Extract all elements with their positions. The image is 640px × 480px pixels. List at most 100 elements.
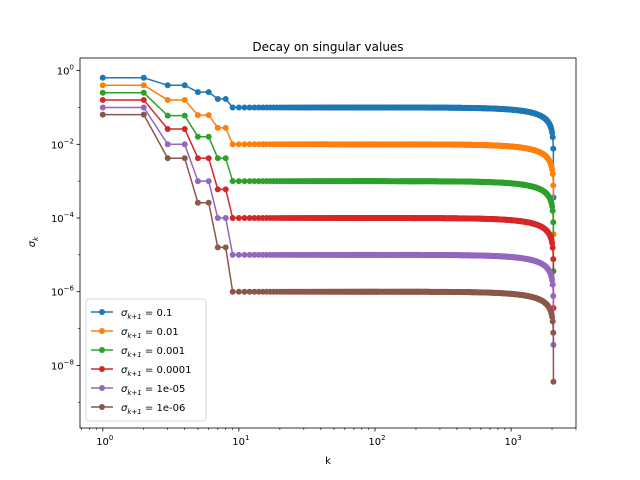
legend-item: σk+1 = 0.001	[91, 346, 185, 359]
legend-item: σk+1 = 0.1	[91, 308, 172, 321]
y-tick-label: 100	[57, 64, 74, 78]
data-point	[235, 251, 242, 258]
data-point	[140, 82, 147, 89]
data-point	[251, 288, 258, 295]
legend-swatch-marker	[99, 347, 105, 353]
data-point	[99, 89, 106, 96]
data-point	[550, 292, 557, 299]
data-point	[235, 288, 242, 295]
data-point	[241, 178, 248, 185]
data-point	[549, 171, 556, 178]
legend-label: σk+1 = 0.0001	[121, 365, 191, 378]
data-point	[181, 141, 188, 148]
chart-title: Decay on singular values	[252, 40, 403, 54]
data-point	[222, 186, 229, 193]
data-point	[164, 126, 171, 133]
series-4	[99, 96, 557, 312]
data-point	[235, 104, 242, 111]
axes-frame	[79, 57, 577, 429]
data-point	[549, 129, 556, 136]
data-point	[550, 329, 557, 336]
data-point	[550, 378, 557, 385]
series-6	[99, 111, 557, 385]
data-point	[549, 244, 556, 251]
data-point	[229, 141, 236, 148]
data-point	[164, 141, 171, 148]
data-point	[222, 95, 229, 102]
data-point	[229, 251, 236, 258]
legend-swatch-marker	[99, 309, 105, 315]
series-1	[99, 74, 557, 201]
data-point	[222, 244, 229, 251]
data-point	[205, 155, 212, 162]
legend-swatch-marker	[99, 328, 105, 334]
data-point	[241, 288, 248, 295]
data-point	[194, 178, 201, 185]
legend-swatch-marker	[99, 404, 105, 410]
data-point	[99, 82, 106, 89]
data-point	[549, 313, 556, 320]
x-tick-label: 102	[368, 434, 385, 448]
data-point	[549, 240, 556, 247]
data-point	[140, 74, 147, 81]
data-point	[246, 288, 253, 295]
data-point	[235, 141, 242, 148]
data-point	[214, 155, 221, 162]
y-tick-label: 10−8	[51, 358, 74, 372]
data-point	[235, 178, 242, 185]
data-point	[222, 215, 229, 222]
data-point	[222, 124, 229, 131]
y-tick-label: 10−2	[51, 137, 74, 151]
data-point	[229, 178, 236, 185]
data-point	[251, 251, 258, 258]
data-point	[251, 141, 258, 148]
legend-label: σk+1 = 1e-06	[121, 403, 185, 416]
y-tick-label: 10−4	[51, 211, 75, 225]
data-point	[549, 207, 556, 214]
data-point	[194, 133, 201, 140]
x-tick-label: 103	[504, 434, 521, 448]
data-point	[235, 215, 242, 222]
data-point	[241, 141, 248, 148]
data-point	[140, 111, 147, 118]
data-point	[251, 215, 258, 222]
data-point	[194, 155, 201, 162]
data-point	[205, 112, 212, 119]
data-point	[246, 251, 253, 258]
data-point	[222, 155, 229, 162]
legend-item: σk+1 = 1e-06	[91, 403, 185, 416]
legend-box	[85, 298, 207, 422]
data-point	[164, 82, 171, 89]
data-point	[229, 104, 236, 111]
x-tick-label: 100	[96, 434, 113, 448]
data-point	[181, 96, 188, 103]
data-point	[549, 134, 556, 141]
legend-swatch-marker	[99, 385, 105, 391]
series-5	[99, 104, 557, 348]
data-point	[140, 96, 147, 103]
data-point	[181, 112, 188, 119]
legend-label: σk+1 = 1e-05	[121, 384, 185, 397]
x-axis-label: k	[325, 456, 331, 467]
data-point	[205, 178, 212, 185]
legend-item: σk+1 = 1e-05	[91, 384, 185, 397]
data-point	[214, 95, 221, 102]
data-point	[181, 155, 188, 162]
data-point	[229, 288, 236, 295]
y-axis-label-sub: k	[32, 236, 40, 241]
data-point	[164, 112, 171, 119]
data-point	[181, 82, 188, 89]
y-axis-label: σk	[27, 236, 40, 247]
data-point	[214, 124, 221, 131]
data-point	[549, 203, 556, 210]
data-point	[251, 104, 258, 111]
data-point	[246, 215, 253, 222]
data-point	[229, 215, 236, 222]
data-point	[140, 89, 147, 96]
series-3	[99, 89, 557, 275]
data-point	[251, 178, 258, 185]
x-axis: 100 101 102 103	[81, 428, 577, 448]
data-point	[241, 215, 248, 222]
plot-area	[99, 74, 557, 385]
data-point	[550, 182, 557, 189]
